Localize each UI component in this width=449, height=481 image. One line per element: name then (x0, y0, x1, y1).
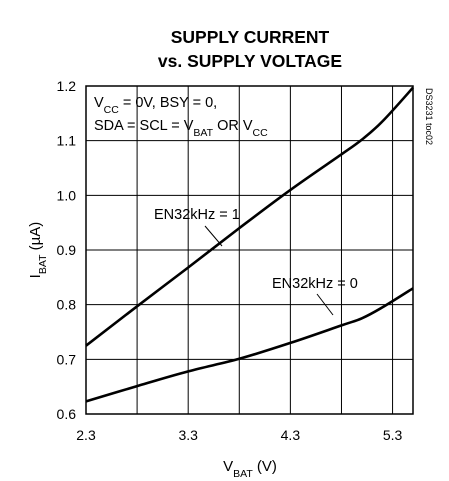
series-pointer-en32khz-0 (316, 293, 334, 316)
series-line-en32khz-0 (85, 287, 414, 403)
y-tick-label: 1.0 (57, 187, 77, 203)
series-label-en32khz-0: EN32kHz = 0 (272, 276, 358, 292)
y-axis-label: IBAT (µA) (27, 222, 49, 279)
x-tick-label: 2.3 (76, 427, 96, 443)
figure-code: DS3231 toc02 (424, 88, 434, 145)
series-line-en32khz-1 (85, 86, 414, 347)
tick-labels: 0.6 0.7 0.8 0.9 1.0 1.1 1.2 2.3 3.3 4.3 5.3 (57, 78, 403, 443)
grid (86, 86, 413, 414)
y-tick-label: 0.9 (57, 242, 77, 258)
series-label-en32khz-1: EN32kHz = 1 (154, 207, 240, 223)
series-layer (85, 86, 414, 403)
chart-title-line2: vs. SUPPLY VOLTAGE (158, 51, 342, 71)
conditions-line1: VCC = 0V, BSY = 0, (94, 95, 217, 116)
y-tick-label: 0.8 (57, 297, 77, 313)
y-tick-label: 0.6 (57, 406, 77, 422)
chart-title-line1: SUPPLY CURRENT (171, 27, 330, 47)
x-tick-label: 5.3 (383, 427, 403, 443)
x-tick-label: 3.3 (178, 427, 198, 443)
conditions-line2: SDA = SCL = VBAT OR VCC (94, 118, 268, 139)
y-tick-label: 0.7 (57, 351, 77, 367)
y-tick-label: 1.1 (57, 133, 77, 149)
series-pointer-en32khz-1 (204, 225, 223, 247)
plot-frame (85, 85, 414, 415)
x-tick-label: 4.3 (281, 427, 301, 443)
x-axis-label: VBAT (V) (223, 458, 277, 480)
y-tick-label: 1.2 (57, 78, 77, 94)
